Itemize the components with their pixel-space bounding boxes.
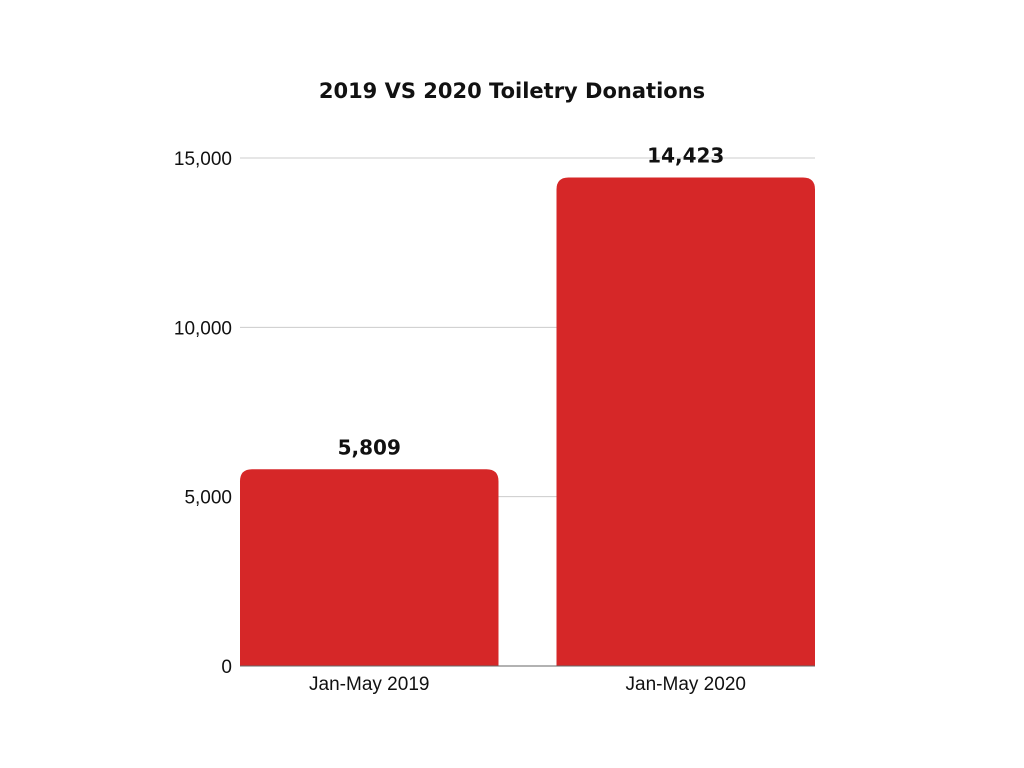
data-label: 14,423 <box>647 144 724 168</box>
y-axis-ticks: 0 5,000 10,000 15,000 <box>174 149 232 678</box>
bars <box>240 177 815 666</box>
bar <box>240 469 499 666</box>
data-label: 5,809 <box>338 435 401 459</box>
bar <box>556 177 815 666</box>
chart-title: 2019 VS 2020 Toiletry Donations <box>319 79 705 103</box>
y-tick-label: 5,000 <box>184 488 232 509</box>
y-tick-label: 0 <box>221 657 232 678</box>
y-tick-label: 15,000 <box>174 149 232 170</box>
x-category-label: Jan-May 2020 <box>626 674 746 695</box>
x-axis-categories: Jan-May 2019 Jan-May 2020 <box>309 674 746 695</box>
y-tick-label: 10,000 <box>174 318 232 339</box>
data-labels: 5,809 14,423 <box>338 144 725 460</box>
x-category-label: Jan-May 2019 <box>309 674 429 695</box>
